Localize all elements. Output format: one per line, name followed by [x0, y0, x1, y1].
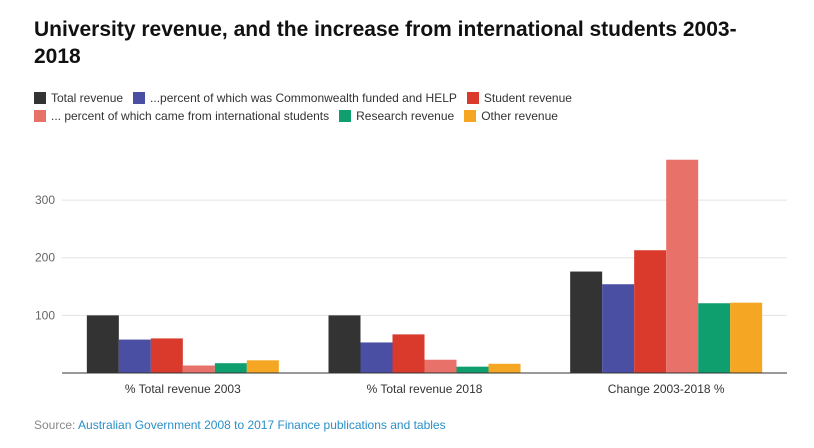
- bar: [360, 342, 393, 373]
- legend-swatch: [464, 110, 477, 122]
- legend-label: Student revenue: [483, 91, 572, 105]
- bar: [698, 303, 731, 373]
- chart-title: University revenue, and the increase fro…: [34, 18, 737, 68]
- legend-item-total-revenue: Total revenue: [34, 91, 123, 105]
- bar: [86, 315, 119, 373]
- bar: [424, 359, 457, 373]
- legend-label: Total revenue: [51, 91, 124, 105]
- bar: [602, 284, 635, 373]
- bar: [456, 366, 489, 373]
- bar: [666, 159, 699, 373]
- bar: [150, 338, 183, 373]
- y-tick-label: 200: [35, 251, 55, 265]
- legend-row-1: Total revenue ...percent of which was Co…: [34, 89, 794, 107]
- legend-swatch: [34, 92, 46, 104]
- legend-swatch: [339, 110, 352, 122]
- legend-swatch: [133, 92, 146, 104]
- legend-label: Research revenue: [356, 109, 455, 123]
- legend-item-student-revenue: Student revenue: [466, 91, 572, 105]
- source-prefix: Source:: [34, 418, 79, 432]
- bar: [118, 339, 151, 373]
- bar: [392, 334, 425, 373]
- y-tick-label: 100: [35, 308, 55, 322]
- bar-chart: 100 200 300 % Total revenue 2003 % Total rev…: [35, 159, 787, 396]
- legend-item-research-revenue: Research revenue: [339, 109, 454, 123]
- legend-swatch: [466, 92, 479, 104]
- bar: [246, 360, 279, 373]
- legend-item-commonwealth: ...percent of which was Commonwealth fun…: [133, 91, 457, 105]
- y-tick-label: 300: [35, 193, 55, 207]
- legend-row-2: ... percent of which came from internati…: [34, 107, 794, 125]
- legend-label: ... percent of which came from internati…: [51, 109, 330, 123]
- legend-item-other-revenue: Other revenue: [464, 109, 558, 123]
- x-tick-label: Change 2003-2018 %: [608, 382, 725, 396]
- source-note: Source: Australian Government 2008 to 20…: [34, 418, 446, 432]
- bar: [328, 315, 361, 373]
- bar: [214, 363, 247, 373]
- legend-label: ...percent of which was Commonwealth fun…: [150, 91, 457, 105]
- legend-label: Other revenue: [481, 109, 558, 123]
- source-link[interactable]: Australian Government 2008 to 2017 Finan…: [78, 418, 446, 432]
- bar: [182, 365, 215, 373]
- bar: [634, 250, 667, 373]
- x-tick-label: % Total revenue 2018: [367, 382, 483, 396]
- legend-swatch: [34, 110, 46, 122]
- bar: [488, 363, 521, 373]
- bar: [570, 271, 603, 373]
- x-tick-label: % Total revenue 2003: [125, 382, 241, 396]
- legend-item-international: ... percent of which came from internati…: [34, 109, 329, 123]
- legend: Total revenue ...percent of which was Co…: [34, 89, 794, 125]
- bar: [730, 302, 763, 373]
